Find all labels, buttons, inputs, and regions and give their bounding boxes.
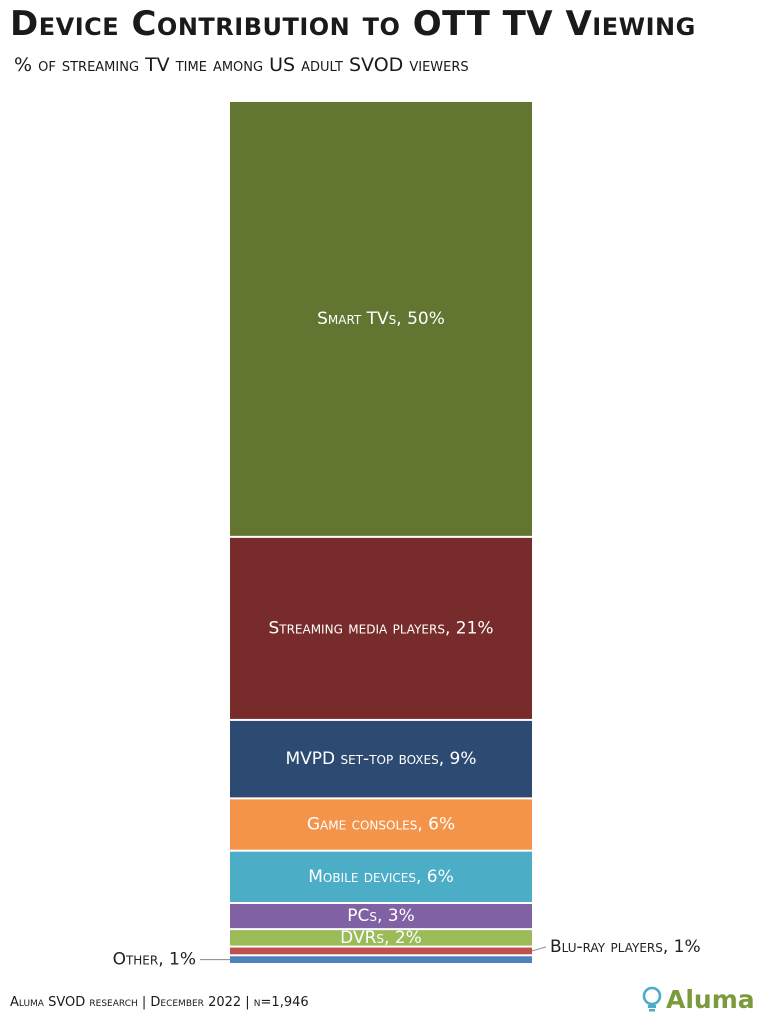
bar-segment-pcs [230, 903, 532, 929]
leader-line-blu-ray-players [531, 946, 547, 952]
bar-segment-dvrs [230, 930, 532, 946]
bar-segment-blu-ray-players [230, 947, 532, 955]
lightbulb-icon [642, 986, 662, 1011]
data-label-pcs: PCs, 3% [347, 906, 415, 926]
data-label-blu-ray-players: Blu-ray players, 1% [550, 937, 701, 957]
data-label-game-consoles: Game consoles, 6% [307, 815, 455, 835]
chart-title: Device Contribution to OTT TV Viewing [10, 4, 696, 44]
bar-segment-smart-tvs [230, 102, 532, 536]
data-label-mobile-devices: Mobile devices, 6% [308, 867, 453, 887]
source-note: Aluma SVOD research | December 2022 | n=… [10, 995, 309, 1010]
logo-text: Aluma [666, 985, 755, 1014]
data-label-other: Other, 1% [113, 950, 196, 970]
data-label-mvpd-set-top-boxes: MVPD set-top boxes, 9% [285, 749, 476, 769]
aluma-logo: Aluma [641, 985, 755, 1014]
data-label-dvrs: DVRs, 2% [340, 928, 422, 948]
data-label-streaming-media-players: Streaming media players, 21% [268, 618, 493, 638]
data-label-smart-tvs: Smart TVs, 50% [317, 309, 445, 329]
bar-segment-game-consoles [230, 799, 532, 850]
chart-subtitle: % of streaming TV time among US adult SV… [14, 54, 469, 76]
bar-segment-mvpd-set-top-boxes [230, 720, 532, 798]
bar-segment-streaming-media-players [230, 537, 532, 719]
bar-segment-mobile-devices [230, 851, 532, 902]
bar-segment-other [230, 956, 532, 963]
